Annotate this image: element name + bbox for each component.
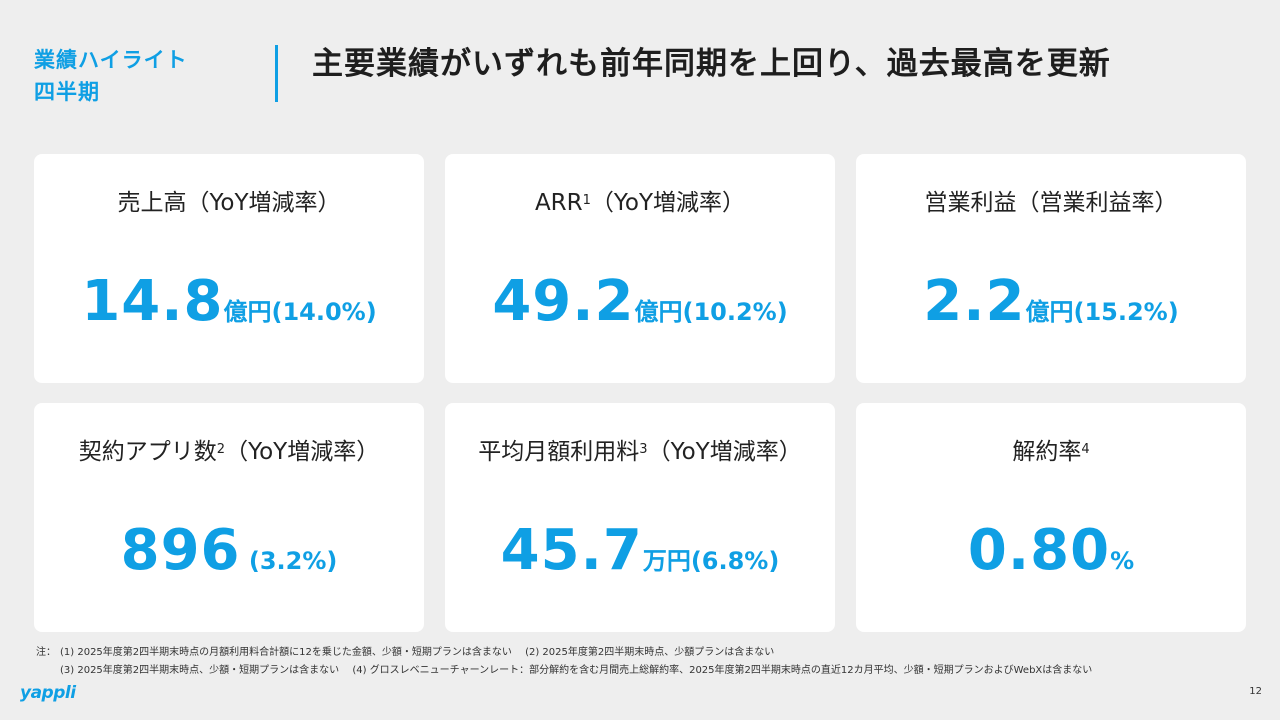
kpi-value: 45.7万円(6.8%) [445,511,835,604]
page-number: 12 [1249,686,1262,697]
section-tag-line1: 業績ハイライト [34,48,188,72]
kpi-label-text: 平均月額利用料 [478,439,640,465]
yappli-logo: yappli [20,683,76,703]
footnotes: 注： (1) 2025年度第2四半期末時点の月額利用料合計額に12を乗じた金額、… [36,644,1102,680]
kpi-card-revenue: 売上高（YoY増減率） 14.8億円(14.0%) [34,154,424,383]
kpi-label-text: 売上高（YoY増減率） [117,190,341,216]
kpi-value: 0.80% [856,511,1246,604]
footnote-3: (3) 2025年度第2四半期末時点、少額・短期プランは含まない [60,665,340,676]
kpi-card-operating-profit: 営業利益（営業利益率） 2.2億円(15.2%) [856,154,1246,383]
footnote-1: (1) 2025年度第2四半期末時点の月額利用料合計額に12を乗じた金額、少額・… [60,647,512,658]
footnote-prefix: 注： [36,647,56,658]
kpi-number: 14.8 [81,269,224,334]
kpi-unit: 億円(15.2%) [1025,298,1179,326]
kpi-number: 896 [120,518,241,583]
kpi-label-text: 解約率 [1012,439,1082,465]
kpi-label-suffix: （YoY増減率） [225,439,380,465]
footnote-line: (3) 2025年度第2四半期末時点、少額・短期プランは含まない (4) グロス… [36,662,1102,680]
kpi-card-churn-rate: 解約率4 0.80% [856,403,1246,632]
kpi-label-text: ARR [534,190,583,216]
kpi-card-arr: ARR1（YoY増減率） 49.2億円(10.2%) [445,154,835,383]
kpi-unit: 億円(14.0%) [223,298,377,326]
page-title: 主要業績がいずれも前年同期を上回り、過去最高を更新 [312,46,1111,82]
kpi-number: 45.7 [500,518,643,583]
footnote-ref: 2 [216,442,226,457]
footnote-ref: 3 [639,442,648,457]
kpi-value: 896 (3.2%) [34,511,424,604]
kpi-label-text: 契約アプリ数 [78,439,217,465]
title-divider [275,45,278,102]
kpi-label: 営業利益（営業利益率） [856,186,1246,220]
kpi-value: 49.2億円(10.2%) [445,262,835,355]
kpi-unit: (3.2%) [240,547,338,575]
kpi-number: 0.80 [967,518,1111,583]
section-tag-line2: 四半期 [34,80,100,104]
footnote-ref: 1 [582,193,591,208]
kpi-card-average-monthly-fee: 平均月額利用料3（YoY増減率） 45.7万円(6.8%) [445,403,835,632]
kpi-value: 2.2億円(15.2%) [856,262,1246,355]
footnote-line: 注： (1) 2025年度第2四半期末時点の月額利用料合計額に12を乗じた金額、… [36,644,1102,662]
kpi-label-text: 営業利益（営業利益率） [924,190,1178,216]
kpi-card-contracted-apps: 契約アプリ数2（YoY増減率） 896 (3.2%) [34,403,424,632]
kpi-unit: 万円(6.8%) [642,547,780,575]
kpi-label: ARR1（YoY増減率） [445,186,835,220]
kpi-label-suffix: （YoY増減率） [647,439,802,465]
kpi-unit: % [1110,547,1135,575]
footnote-ref: 4 [1081,442,1090,457]
footnote-2: (2) 2025年度第2四半期末時点、少額プランは含まない [525,647,775,658]
kpi-number: 49.2 [492,269,635,334]
kpi-number: 2.2 [923,269,1026,334]
section-tag: 業績ハイライト 四半期 [34,44,254,108]
kpi-label: 平均月額利用料3（YoY増減率） [445,435,835,469]
kpi-value: 14.8億円(14.0%) [34,262,424,355]
kpi-label-suffix: （YoY増減率） [590,190,746,216]
kpi-label: 解約率4 [856,435,1246,469]
kpi-unit: 億円(10.2%) [634,298,788,326]
kpi-label: 売上高（YoY増減率） [34,186,424,220]
kpi-label: 契約アプリ数2（YoY増減率） [34,435,424,469]
footnote-4: (4) グロスレベニューチャーンレート：部分解約を含む月間売上総解約率、2025… [352,665,1093,676]
